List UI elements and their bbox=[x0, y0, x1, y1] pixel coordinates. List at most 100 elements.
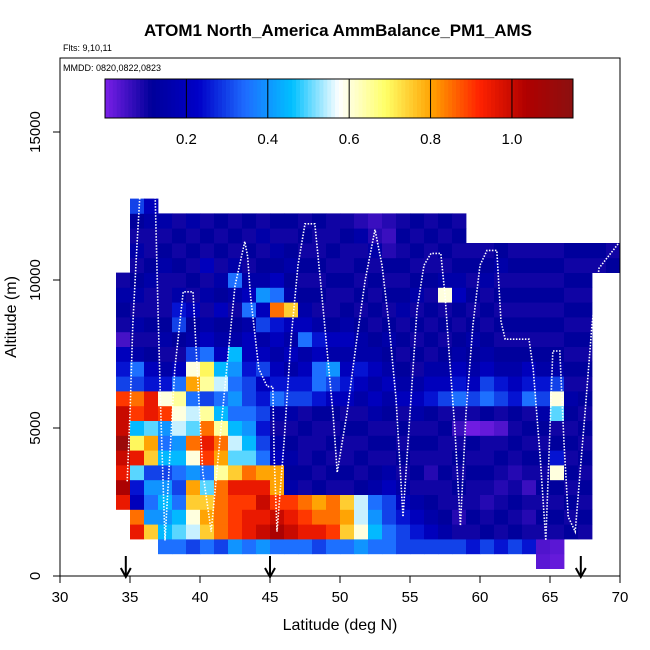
heatmap-cell bbox=[438, 450, 453, 466]
colorbar-segment bbox=[534, 79, 539, 118]
heatmap-cell bbox=[368, 405, 383, 421]
heatmap-cell bbox=[256, 272, 271, 288]
heatmap-cell bbox=[340, 509, 355, 525]
heatmap-cell bbox=[144, 346, 159, 362]
heatmap-cell bbox=[298, 213, 313, 229]
heatmap-cell bbox=[270, 405, 285, 421]
heatmap-cell bbox=[578, 243, 593, 259]
heatmap-cell bbox=[550, 243, 565, 259]
y-tick-label: 15000 bbox=[27, 111, 44, 153]
heatmap-cell bbox=[354, 405, 369, 421]
heatmap-cell bbox=[494, 376, 509, 392]
heatmap-cell bbox=[242, 450, 257, 466]
heatmap-cell bbox=[144, 450, 159, 466]
heatmap-cell bbox=[354, 346, 369, 362]
colorbar-segment bbox=[276, 79, 281, 118]
heatmap-cell bbox=[130, 420, 145, 436]
chart-title: ATOM1 North_America AmmBalance_PM1_AMS bbox=[144, 21, 532, 40]
heatmap-cell bbox=[410, 287, 425, 303]
x-tick-label: 40 bbox=[192, 589, 209, 606]
heatmap-cell bbox=[270, 539, 285, 555]
heatmap-cell bbox=[564, 435, 579, 451]
heatmap-cell bbox=[536, 302, 551, 318]
heatmap-cell bbox=[340, 228, 355, 244]
heatmap-cell bbox=[270, 302, 285, 318]
heatmap-cell bbox=[214, 494, 229, 510]
heatmap-cell bbox=[508, 331, 523, 347]
x-tick-label: 55 bbox=[402, 589, 419, 606]
heatmap-cell bbox=[130, 317, 145, 333]
colorbar-segment bbox=[237, 79, 242, 118]
heatmap-cell bbox=[144, 361, 159, 377]
heatmap-cell bbox=[270, 228, 285, 244]
heatmap-cell bbox=[270, 287, 285, 303]
heatmap-cell bbox=[130, 213, 145, 229]
heatmap-cell bbox=[494, 539, 509, 555]
colorbar-segment bbox=[522, 79, 527, 118]
heatmap-cell bbox=[270, 450, 285, 466]
heatmap-cell bbox=[438, 361, 453, 377]
heatmap-cell bbox=[424, 524, 439, 540]
heatmap-cell bbox=[298, 317, 313, 333]
colorbar-segment bbox=[549, 79, 554, 118]
heatmap-cell bbox=[256, 317, 271, 333]
heatmap-cell bbox=[396, 539, 411, 555]
heatmap-cell bbox=[186, 524, 201, 540]
heatmap-cell bbox=[424, 376, 439, 392]
heatmap-cell bbox=[214, 257, 229, 273]
heatmap-cell bbox=[494, 509, 509, 525]
heatmap-cell bbox=[564, 361, 579, 377]
colorbar-segment bbox=[565, 79, 570, 118]
heatmap-cell bbox=[452, 405, 467, 421]
y-axis-label: Altitude (m) bbox=[3, 276, 20, 358]
heatmap-cell bbox=[578, 405, 593, 421]
heatmap-cell bbox=[298, 420, 313, 436]
heatmap-cell bbox=[116, 272, 131, 288]
heatmap-cell bbox=[522, 479, 537, 495]
heatmap-cell bbox=[522, 257, 537, 273]
heatmap-cell bbox=[326, 213, 341, 229]
heatmap-cell bbox=[172, 494, 187, 510]
heatmap-cell bbox=[452, 539, 467, 555]
colorbar-segment bbox=[440, 79, 445, 118]
heatmap-cell bbox=[340, 302, 355, 318]
heatmap-cell bbox=[480, 509, 495, 525]
heatmap-cell bbox=[228, 539, 243, 555]
heatmap-cell bbox=[466, 420, 481, 436]
heatmap-cell bbox=[508, 494, 523, 510]
heatmap-cell bbox=[508, 539, 523, 555]
heatmap-cell bbox=[172, 272, 187, 288]
heatmap-cell bbox=[410, 272, 425, 288]
heatmap-cell bbox=[578, 450, 593, 466]
down-arrow-head bbox=[119, 567, 132, 580]
colorbar-segment bbox=[463, 79, 469, 118]
heatmap-cell bbox=[298, 524, 313, 540]
heatmap-cell bbox=[522, 465, 537, 481]
colorbar-segment bbox=[144, 79, 149, 118]
heatmap-cell bbox=[312, 302, 327, 318]
heatmap-cell bbox=[214, 302, 229, 318]
heatmap-cell bbox=[256, 524, 271, 540]
heatmap-cell bbox=[186, 287, 201, 303]
heatmap-cell bbox=[256, 257, 271, 273]
heatmap-cell bbox=[312, 346, 327, 362]
heatmap-cell bbox=[480, 376, 495, 392]
heatmap-cell bbox=[144, 405, 159, 421]
heatmap-cell bbox=[480, 346, 495, 362]
heatmap-cell bbox=[214, 405, 229, 421]
colorbar-segment bbox=[120, 79, 125, 118]
heatmap-cell bbox=[284, 420, 299, 436]
heatmap-cell bbox=[228, 287, 243, 303]
colorbar-tick-label: 0.2 bbox=[176, 131, 197, 148]
heatmap-cell bbox=[116, 494, 131, 510]
heatmap-cell bbox=[522, 287, 537, 303]
heatmap-cell bbox=[480, 317, 495, 333]
heatmap-cell bbox=[158, 509, 173, 525]
heatmap-cell bbox=[480, 405, 495, 421]
heatmap-cell bbox=[158, 213, 173, 229]
heatmap-cell bbox=[438, 272, 453, 288]
colorbar-segment bbox=[303, 79, 309, 118]
heatmap-cell bbox=[242, 228, 257, 244]
heatmap-cell bbox=[536, 465, 551, 481]
heatmap-cell bbox=[228, 479, 243, 495]
